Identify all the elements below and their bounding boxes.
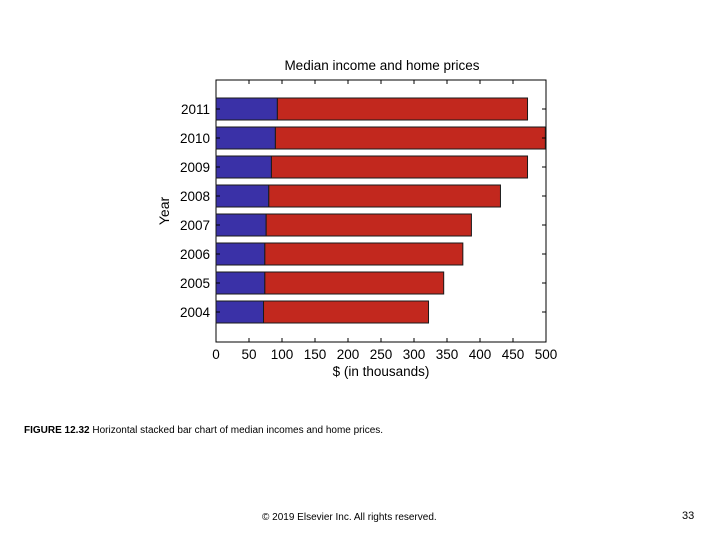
y-tick-label: 2009: [180, 160, 210, 175]
x-tick-label: 100: [271, 347, 294, 362]
x-tick-label: 450: [502, 347, 525, 362]
bar-segment-2004-1: [215, 300, 265, 324]
x-tick-label: 200: [337, 347, 360, 362]
y-tick-label: 2010: [180, 131, 210, 146]
figure-caption-label: FIGURE 12.32: [24, 425, 90, 436]
page-number: 33: [682, 510, 695, 522]
y-tick-label: 2004: [180, 305, 211, 320]
figure-caption: FIGURE 12.32 Horizontal stacked bar char…: [24, 425, 383, 436]
x-tick-label: 150: [304, 347, 327, 362]
bar-segment-2009-2: [270, 155, 529, 179]
bar-segment-2011-1: [215, 97, 278, 121]
copyright-notice: © 2019 Elsevier Inc. All rights reserved…: [262, 512, 437, 523]
bar-segment-2007-1: [215, 213, 267, 237]
x-axis-label: $ (in thousands): [333, 364, 430, 379]
y-tick-label: 2008: [180, 189, 210, 204]
x-tick-label: 50: [241, 347, 256, 362]
bar-segment-2005-2: [264, 271, 445, 295]
bar-segment-2009-1: [215, 155, 272, 179]
x-tick-label: 0: [212, 347, 220, 362]
bar-segment-2008-2: [268, 184, 501, 208]
x-tick-label: 500: [535, 347, 558, 362]
y-tick-label: 2006: [180, 247, 210, 262]
y-tick-label: 2005: [180, 276, 210, 291]
x-tick-label: 400: [469, 347, 492, 362]
bar-segment-2006-1: [215, 242, 266, 266]
figure-caption-text: Horizontal stacked bar chart of median i…: [89, 425, 384, 436]
y-tick-label: 2007: [180, 218, 210, 233]
x-tick-label: 250: [370, 347, 393, 362]
bar-segment-2010-1: [215, 126, 276, 150]
bar-segment-2008-1: [215, 184, 270, 208]
x-tick-label: 300: [403, 347, 426, 362]
bar-segment-2004-2: [263, 300, 430, 324]
y-tick-label: 2011: [181, 102, 210, 117]
x-tick-label: 350: [436, 347, 459, 362]
y-axis-label: Year: [156, 197, 172, 226]
bar-segment-2011-2: [276, 97, 529, 121]
bar-segment-2005-1: [215, 271, 266, 295]
bar-segment-2007-2: [265, 213, 472, 237]
bar-segment-2010-2: [274, 126, 546, 150]
chart-title: Median income and home prices: [284, 58, 479, 73]
bar-segment-2006-2: [264, 242, 464, 266]
